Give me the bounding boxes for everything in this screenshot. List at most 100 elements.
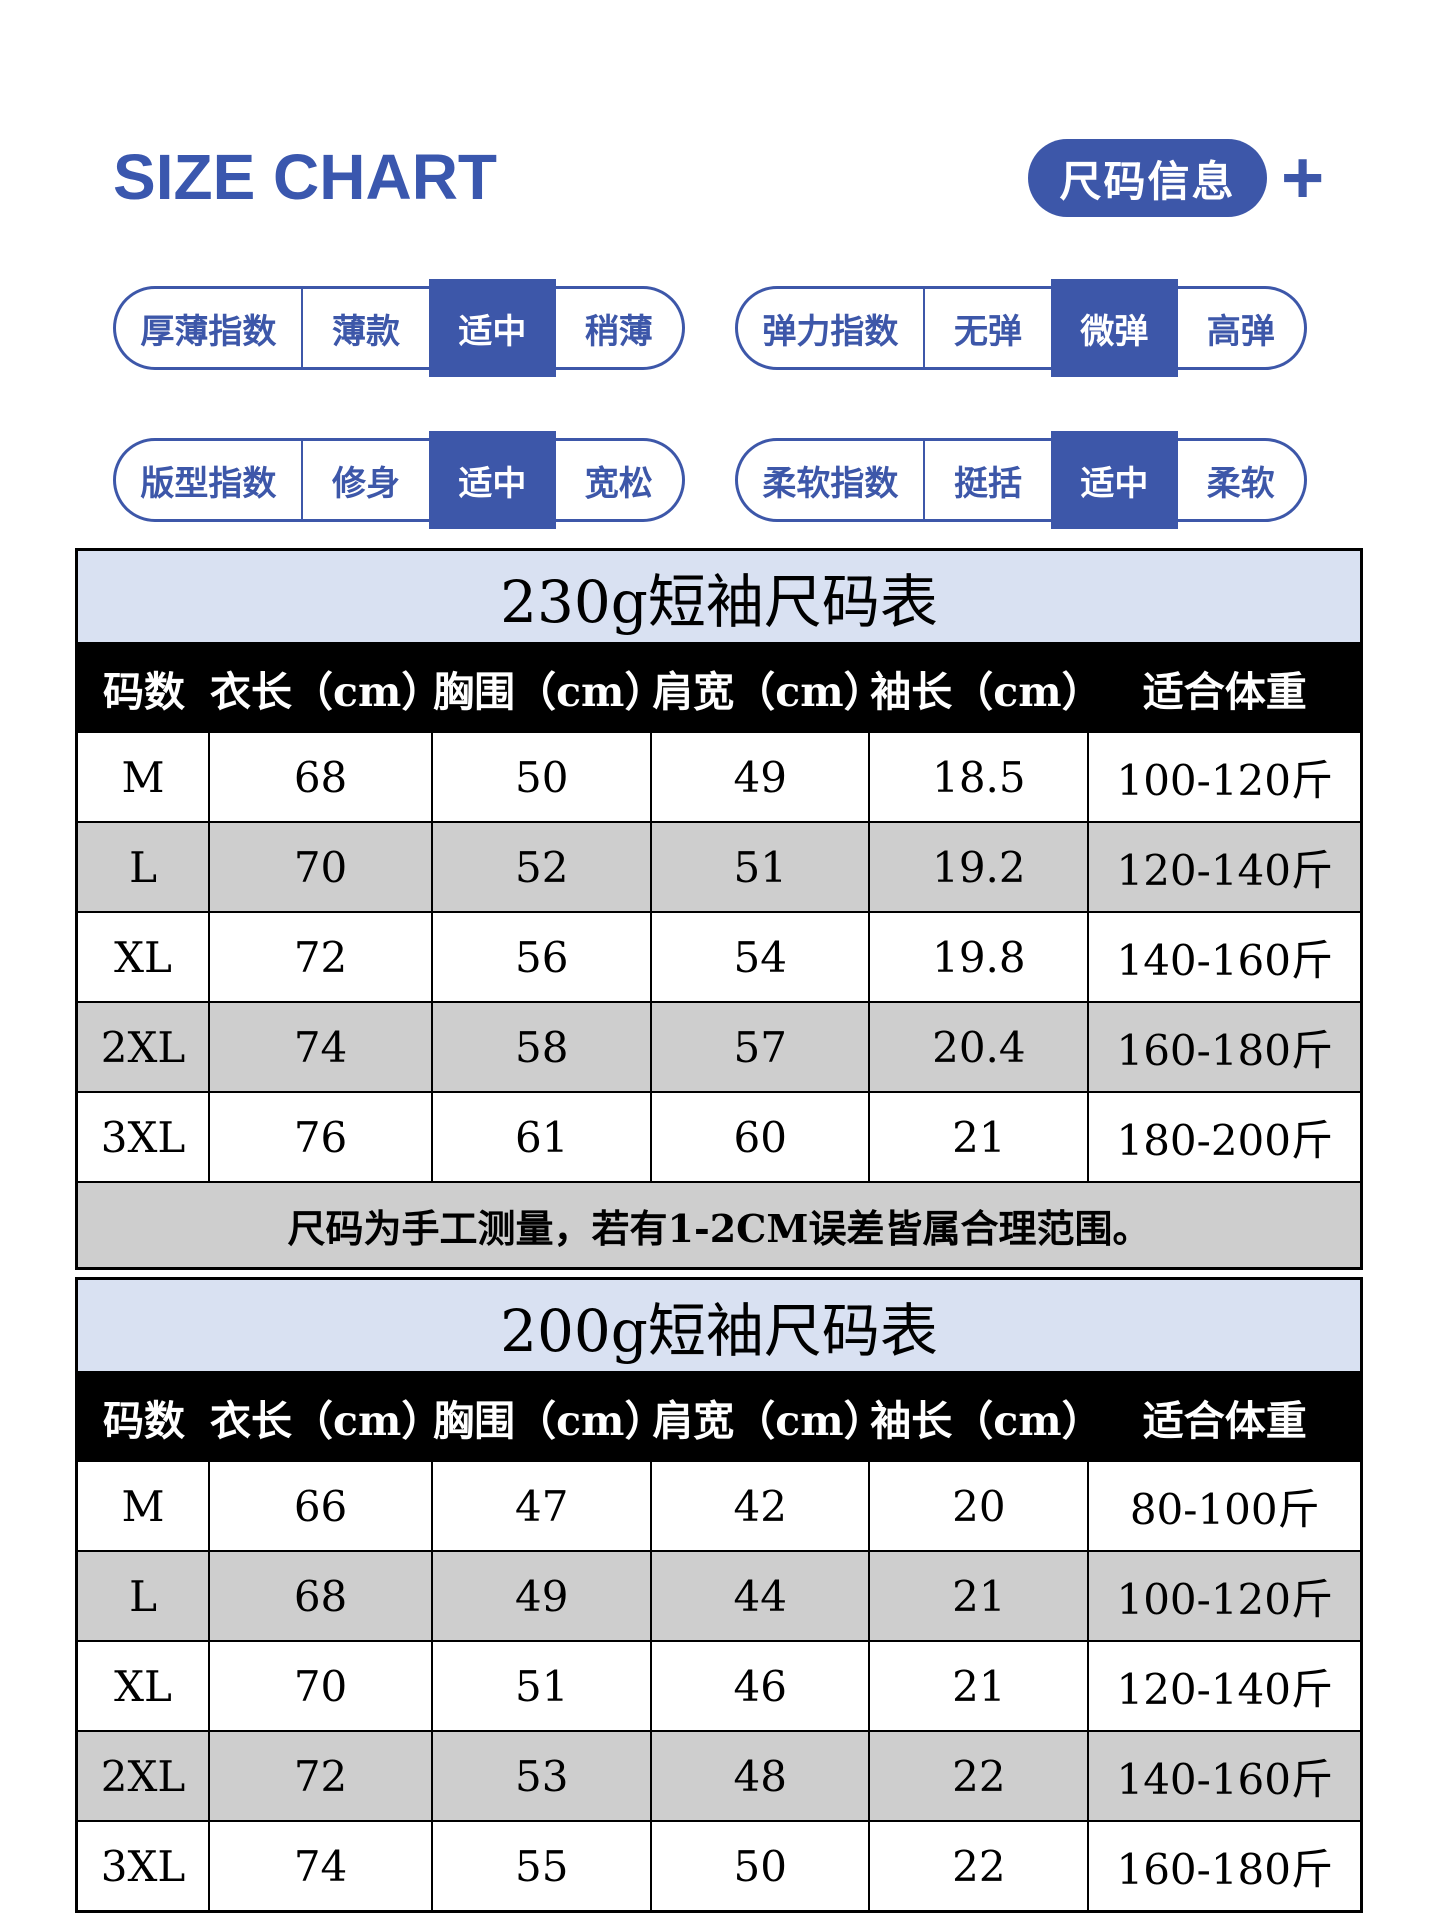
table-cell: 140-160斤	[1116, 1754, 1333, 1804]
table-row: 3XL 76 61 60 21 180-200斤	[78, 1091, 1360, 1181]
size-info-badge[interactable]: 尺码信息	[1028, 139, 1267, 217]
table-cell: 56	[433, 913, 653, 1001]
table-cell: 68	[210, 733, 434, 821]
table-header-row: 码数 衣长（cm） 胸围（cm） 肩宽（cm） 袖长（cm） 适合体重	[78, 645, 1360, 731]
table-row: L 68 49 44 21 100-120斤	[78, 1550, 1360, 1640]
table-cell: 20.4	[870, 1003, 1090, 1091]
table-row: XL 70 51 46 21 120-140斤	[78, 1640, 1360, 1730]
table-cell: 100-120斤	[1116, 1574, 1333, 1624]
table-cell: 2XL	[78, 1732, 211, 1820]
table-cell: 19.2	[870, 823, 1090, 911]
table-cell: 19.8	[870, 913, 1090, 1001]
indicator-option: 修身	[331, 464, 400, 503]
table-cell: 21	[870, 1552, 1090, 1640]
column-header: 袖长（cm）	[870, 1397, 1090, 1445]
table-cell: L	[78, 1552, 211, 1640]
column-header: 肩宽（cm）	[652, 1397, 871, 1445]
plus-icon[interactable]: +	[1281, 136, 1325, 219]
indicator-option-selected: 适中	[429, 431, 556, 529]
table-cell: 80-100斤	[1129, 1484, 1320, 1534]
table-cell: 51	[433, 1642, 653, 1730]
table-cell: XL	[78, 913, 211, 1001]
table-cell: 47	[433, 1462, 653, 1550]
column-header: 适合体重	[1142, 1397, 1307, 1445]
table-cell: 57	[652, 1003, 871, 1091]
column-header: 肩宽（cm）	[652, 668, 871, 716]
size-tables: 230g短袖尺码表 码数 衣长（cm） 胸围（cm） 肩宽（cm） 袖长（cm）…	[75, 548, 1363, 1913]
table-cell: 76	[210, 1093, 434, 1181]
table-row: XL 72 56 54 19.8 140-160斤	[78, 911, 1360, 1001]
table-cell: 68	[210, 1552, 434, 1640]
column-header: 胸围（cm）	[433, 668, 653, 716]
indicator-label: 柔软指数	[738, 441, 925, 519]
table-cell: 3XL	[78, 1093, 211, 1181]
table-cell: 42	[652, 1462, 871, 1550]
size-table-230g: 230g短袖尺码表 码数 衣长（cm） 胸围（cm） 肩宽（cm） 袖长（cm）…	[75, 548, 1363, 1270]
indicator-option-selected: 适中	[1051, 431, 1178, 529]
size-table-200g: 200g短袖尺码表 码数 衣长（cm） 胸围（cm） 肩宽（cm） 袖长（cm）…	[75, 1277, 1363, 1913]
table-row: L 70 52 51 19.2 120-140斤	[78, 821, 1360, 911]
column-header: 适合体重	[1142, 668, 1307, 716]
table-row: M 68 50 49 18.5 100-120斤	[78, 731, 1360, 821]
table-cell: 72	[210, 913, 434, 1001]
indicator-option: 薄款	[331, 312, 400, 351]
indicator-option: 无弹	[953, 312, 1022, 351]
table-cell: 54	[652, 913, 871, 1001]
table-cell: 100-120斤	[1116, 755, 1333, 805]
table-cell: 50	[433, 733, 653, 821]
table-cell: 74	[210, 1003, 434, 1091]
indicator-option: 稍薄	[584, 312, 653, 351]
table-cell: 51	[652, 823, 871, 911]
table-cell: 48	[652, 1732, 871, 1820]
indicator-thickness: 厚薄指数 薄款 适中 稍薄	[113, 279, 685, 377]
table-cell: 20	[870, 1462, 1090, 1550]
column-header: 码数	[103, 668, 186, 716]
size-info-badge-label: 尺码信息	[1059, 157, 1236, 205]
table-title: 230g短袖尺码表	[78, 551, 1360, 645]
indicator-label: 弹力指数	[738, 289, 925, 367]
table-cell: 55	[433, 1822, 653, 1910]
indicator-option: 挺括	[953, 464, 1022, 503]
table-cell: 21	[870, 1093, 1090, 1181]
column-header: 胸围（cm）	[433, 1397, 653, 1445]
indicator-option: 宽松	[584, 464, 653, 503]
table-cell: 2XL	[78, 1003, 211, 1091]
table-cell: 66	[210, 1462, 434, 1550]
column-header: 码数	[103, 1397, 186, 1445]
indicator-label: 厚薄指数	[116, 289, 303, 367]
table-header-row: 码数 衣长（cm） 胸围（cm） 肩宽（cm） 袖长（cm） 适合体重	[78, 1374, 1360, 1460]
table-cell: 50	[652, 1822, 871, 1910]
size-info-button[interactable]: 尺码信息 +	[1028, 139, 1324, 217]
table-cell: XL	[78, 1642, 211, 1730]
table-cell: 160-180斤	[1116, 1844, 1333, 1894]
table-title: 200g短袖尺码表	[78, 1280, 1360, 1374]
table-cell: 49	[433, 1552, 653, 1640]
indicator-option-selected: 适中	[429, 279, 556, 377]
table-cell: 60	[652, 1093, 871, 1181]
indicator-option: 柔软	[1206, 464, 1275, 503]
table-row: 3XL 74 55 50 22 160-180斤	[78, 1820, 1360, 1910]
table-cell: 52	[433, 823, 653, 911]
note-row: 尺码为手工测量，若有1-2CM误差皆属合理范围。	[78, 1181, 1360, 1267]
table-cell: 70	[210, 1642, 434, 1730]
table-cell: 18.5	[870, 733, 1090, 821]
table-row: M 66 47 42 20 80-100斤	[78, 1460, 1360, 1550]
indicator-softness: 柔软指数 挺括 适中 柔软	[735, 431, 1307, 529]
indicator-elasticity: 弹力指数 无弹 微弹 高弹	[735, 279, 1307, 377]
indicator-option: 高弹	[1206, 312, 1275, 351]
table-cell: 53	[433, 1732, 653, 1820]
table-cell: 46	[652, 1642, 871, 1730]
table-row: 2XL 74 58 57 20.4 160-180斤	[78, 1001, 1360, 1091]
table-cell: 22	[870, 1822, 1090, 1910]
table-cell: 3XL	[78, 1822, 211, 1910]
table-cell: 120-140斤	[1116, 1664, 1333, 1714]
table-cell: 74	[210, 1822, 434, 1910]
page-title: SIZE CHART	[113, 141, 497, 213]
table-cell: 49	[652, 733, 871, 821]
table-cell: 70	[210, 823, 434, 911]
table-cell: 44	[652, 1552, 871, 1640]
table-cell: 58	[433, 1003, 653, 1091]
table-cell: L	[78, 823, 211, 911]
table-cell: 120-140斤	[1116, 845, 1333, 895]
